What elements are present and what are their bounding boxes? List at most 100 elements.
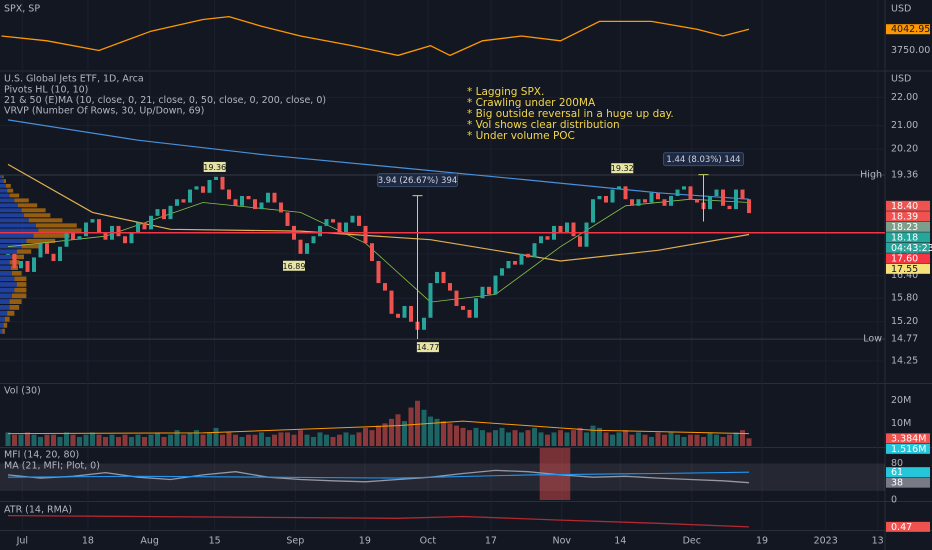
volume-bar [252,434,258,446]
vp-down [12,271,22,276]
volume-bar [356,432,362,446]
candle [610,189,615,203]
vp-down [18,203,38,208]
volume-bar [272,434,277,446]
volume-bar [18,434,24,446]
x-tick-label: 19 [756,536,768,547]
x-tick-label: 17 [485,536,497,547]
candle [480,286,485,299]
y-tick-label: 20M [891,395,911,406]
candle [123,236,127,244]
candle [103,232,108,240]
candle [532,243,537,258]
candle [669,195,673,206]
candle [318,225,322,237]
line-series [7,514,750,528]
candle [357,215,361,226]
volume-bar [655,432,661,446]
vp-down [2,174,4,179]
candle [344,222,348,233]
volume-bar [727,434,732,446]
vp-up [0,328,3,334]
price-label: 18.40 [891,201,918,212]
volume-bar [408,407,414,446]
volume-bar [668,432,674,446]
panel-title: U.S. Global Jets ETF, 1D, Arca [4,74,144,85]
candle [714,189,719,196]
volume-bar [525,430,531,446]
volume-bar [103,436,108,446]
candle [240,195,244,206]
candle [155,209,160,216]
candle [350,215,355,223]
pivot-box [416,342,439,353]
ma-line [7,471,750,479]
vp-down [9,193,20,198]
candle [84,222,88,237]
volume-bar [636,432,641,446]
level-value: 19.36 [891,169,918,180]
volume-bar [512,430,518,446]
x-tick-label: Jul [16,536,28,547]
annotation-line: * Big outside reversal in a huge up day. [467,108,674,120]
vp-up [0,218,29,223]
volume-bar [369,430,375,446]
x-tick-label: Sep [286,536,304,547]
volume-bar [688,434,693,446]
candle [539,236,543,244]
candle [64,232,69,247]
candle [695,199,699,203]
volume-bar [428,416,433,446]
pivot-label: 19.36 [203,163,226,172]
candle [688,186,693,200]
volume-bar [447,423,453,446]
labels: Jul 18 Aug 15 Sep 19 Oct 17 Nov 14 Dec 19 2023 13 3750… [4,4,932,547]
y-tick-label: 20.20 [891,144,918,155]
price-label: 61 [891,467,903,478]
price-label-box [886,477,930,488]
volume-bar [376,425,381,446]
vp-down [3,179,6,183]
price-label: 3.384M [891,433,926,444]
volume-bar [681,436,687,446]
candle [311,236,316,244]
candle [448,283,452,291]
plot [0,15,885,528]
vp-down [9,299,22,304]
vp-up [0,265,11,271]
price-label-box [886,443,930,454]
vp-up [0,254,12,260]
candle [194,186,199,190]
vp-up [0,183,6,188]
vp-up [0,203,18,208]
candle [58,246,62,262]
volume-bar [389,418,394,446]
candle [636,199,641,206]
volume-bar [733,432,739,446]
candle [740,189,745,200]
y-tick-label: 22.00 [891,92,918,103]
candle [233,199,238,206]
candle [474,298,478,318]
candle [162,209,166,220]
volume-bar [122,434,128,446]
vp-down [2,328,5,334]
vp-up [0,249,17,254]
indicator-label: VRVP (Number Of Rows, 30, Up/Down, 69) [4,106,204,117]
volume-bar [421,409,427,446]
candle [298,239,303,254]
price-label: 18.18 [891,232,918,243]
candle [435,271,439,284]
panel-subtitle: MA (21, MFI; Plot, 0) [4,461,100,472]
vp-down [14,287,27,293]
candle [188,189,192,203]
candle [220,176,225,190]
vp-up [0,223,36,228]
vp-up [0,174,3,179]
candle [129,232,134,244]
candle [175,199,179,206]
unit-label: USD [891,74,911,85]
vp-up [0,282,17,287]
